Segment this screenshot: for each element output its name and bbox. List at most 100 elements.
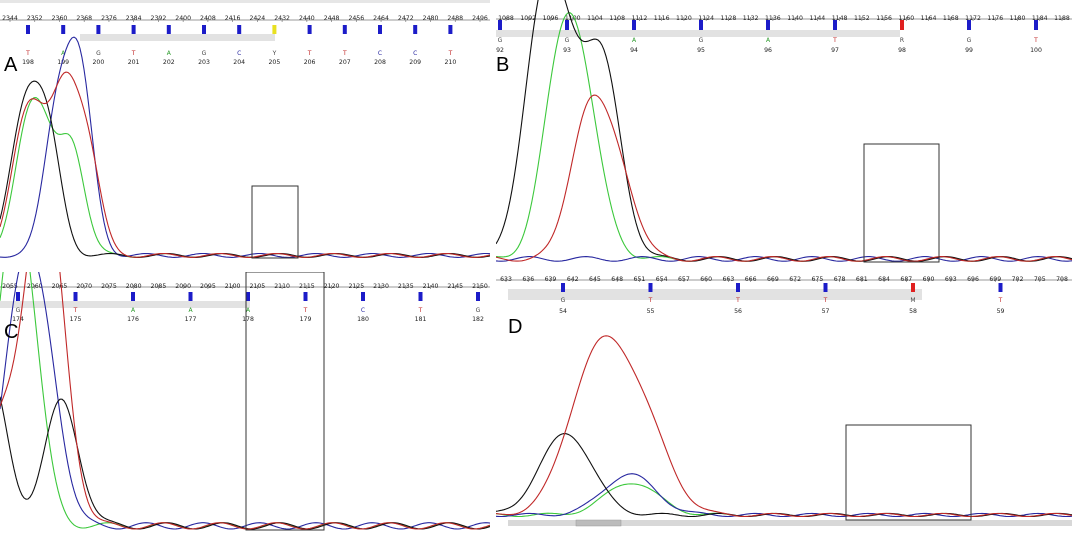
quality-band xyxy=(508,289,922,300)
base-position: 177 xyxy=(185,316,197,323)
base-position: 199 xyxy=(57,59,69,66)
base-call: T xyxy=(648,297,653,304)
quality-bar xyxy=(166,25,171,34)
base-call: T xyxy=(1033,37,1038,44)
variant-highlight-box xyxy=(251,185,299,259)
quality-bar xyxy=(736,283,740,292)
base-call: A xyxy=(131,307,136,314)
trace-t xyxy=(496,335,1072,518)
quality-bar xyxy=(699,20,703,30)
quality-bar xyxy=(476,292,480,301)
panel-label-d: D xyxy=(508,316,523,338)
base-call: A xyxy=(766,37,771,44)
base-call: G xyxy=(476,307,481,314)
quality-bar xyxy=(61,25,66,34)
base-call: T xyxy=(418,307,423,314)
base-position: 175 xyxy=(70,316,82,323)
base-position: 178 xyxy=(242,316,254,323)
base-position: 54 xyxy=(559,308,567,315)
quality-bar xyxy=(73,292,78,301)
quality-bar xyxy=(561,283,565,292)
base-call: A xyxy=(632,37,637,44)
trace-t xyxy=(0,272,490,530)
base-call: T xyxy=(25,50,30,57)
panel-label-a: A xyxy=(4,54,18,76)
quality-bar xyxy=(96,25,101,34)
base-position: 59 xyxy=(997,308,1005,315)
base-call: A xyxy=(188,307,193,314)
quality-bar xyxy=(131,292,135,301)
scroll-track xyxy=(508,520,1072,526)
quality-bar xyxy=(131,25,136,34)
trace-t xyxy=(496,94,1072,262)
scroll-thumb xyxy=(575,519,622,527)
trace-g xyxy=(496,0,1072,262)
base-call: A xyxy=(246,307,251,314)
base-position: 210 xyxy=(444,59,456,66)
quality-bar xyxy=(1034,20,1038,30)
trace-a xyxy=(0,97,490,258)
chromatogram-panel-a: 2344 2352 2360 2368 2376 2384 2392 2400 2408 2416… xyxy=(0,0,490,259)
quality-bar xyxy=(26,25,30,34)
trace-g xyxy=(0,396,490,530)
quality-bar xyxy=(418,292,423,301)
base-call: T xyxy=(832,37,837,44)
base-call: C xyxy=(378,50,382,57)
base-call: T xyxy=(303,307,308,314)
quality-bar xyxy=(648,283,653,292)
scroll-track xyxy=(0,0,490,3)
base-position: 96 xyxy=(764,47,772,54)
base-position: 57 xyxy=(822,308,830,315)
base-call: G xyxy=(16,307,21,314)
quality-bar xyxy=(303,292,308,301)
base-position: 206 xyxy=(304,59,316,66)
chromatogram-panel-c: 2055 2060 2065 2070 2075 2080 2085 2090 2095 2100… xyxy=(0,272,490,531)
quality-bar xyxy=(413,25,418,34)
quality-bar xyxy=(361,292,365,301)
base-call: Y xyxy=(272,50,277,57)
base-call: T xyxy=(342,50,347,57)
base-position: 200 xyxy=(92,59,104,66)
base-position: 201 xyxy=(128,59,140,66)
base-position: 94 xyxy=(630,47,638,54)
base-call: G xyxy=(498,37,503,44)
quality-bar xyxy=(833,20,837,30)
panel-label-b: B xyxy=(496,54,510,76)
base-call: G xyxy=(699,37,704,44)
quality-bar xyxy=(967,20,971,30)
base-position: 204 xyxy=(233,59,245,66)
base-position: 203 xyxy=(198,59,210,66)
trace-g xyxy=(0,80,490,258)
base-position: 198 xyxy=(22,59,34,66)
base-position: 181 xyxy=(415,316,427,323)
quality-bar xyxy=(246,292,250,301)
trace-a xyxy=(496,12,1072,262)
base-call: G xyxy=(96,50,101,57)
quality-bar xyxy=(565,20,569,30)
quality-band xyxy=(0,301,250,308)
variant-highlight-box xyxy=(863,143,940,263)
quality-band xyxy=(80,34,275,41)
quality-bar xyxy=(16,292,20,301)
base-position: 176 xyxy=(127,316,139,323)
quality-bar xyxy=(307,25,312,34)
base-position: 180 xyxy=(357,316,369,323)
chromatogram-panel-b: 1088 1092 1096 1100 1104 1108 1112 1116 1120 1124… xyxy=(496,0,1072,263)
base-call: T xyxy=(131,50,136,57)
base-position: 58 xyxy=(909,308,917,315)
chromatogram-panel-d: 633 636 639 642 645 648 651 654 657 660 663 666 669 6… xyxy=(496,276,1072,527)
base-position: 179 xyxy=(300,316,312,323)
base-call: A xyxy=(167,50,172,57)
trace-t xyxy=(0,71,490,258)
quality-bar xyxy=(998,283,1003,292)
trace-c xyxy=(0,36,490,258)
base-position: 97 xyxy=(831,47,839,54)
base-call: G xyxy=(561,297,566,304)
base-position: 208 xyxy=(374,59,386,66)
base-call: T xyxy=(998,297,1003,304)
quality-bar xyxy=(272,25,277,34)
panel-a: 2344 2352 2360 2368 2376 2384 2392 2400 2408 2416… xyxy=(0,0,490,265)
base-position: 209 xyxy=(409,59,421,66)
quality-bar xyxy=(237,25,242,34)
quality-bar xyxy=(498,20,502,30)
